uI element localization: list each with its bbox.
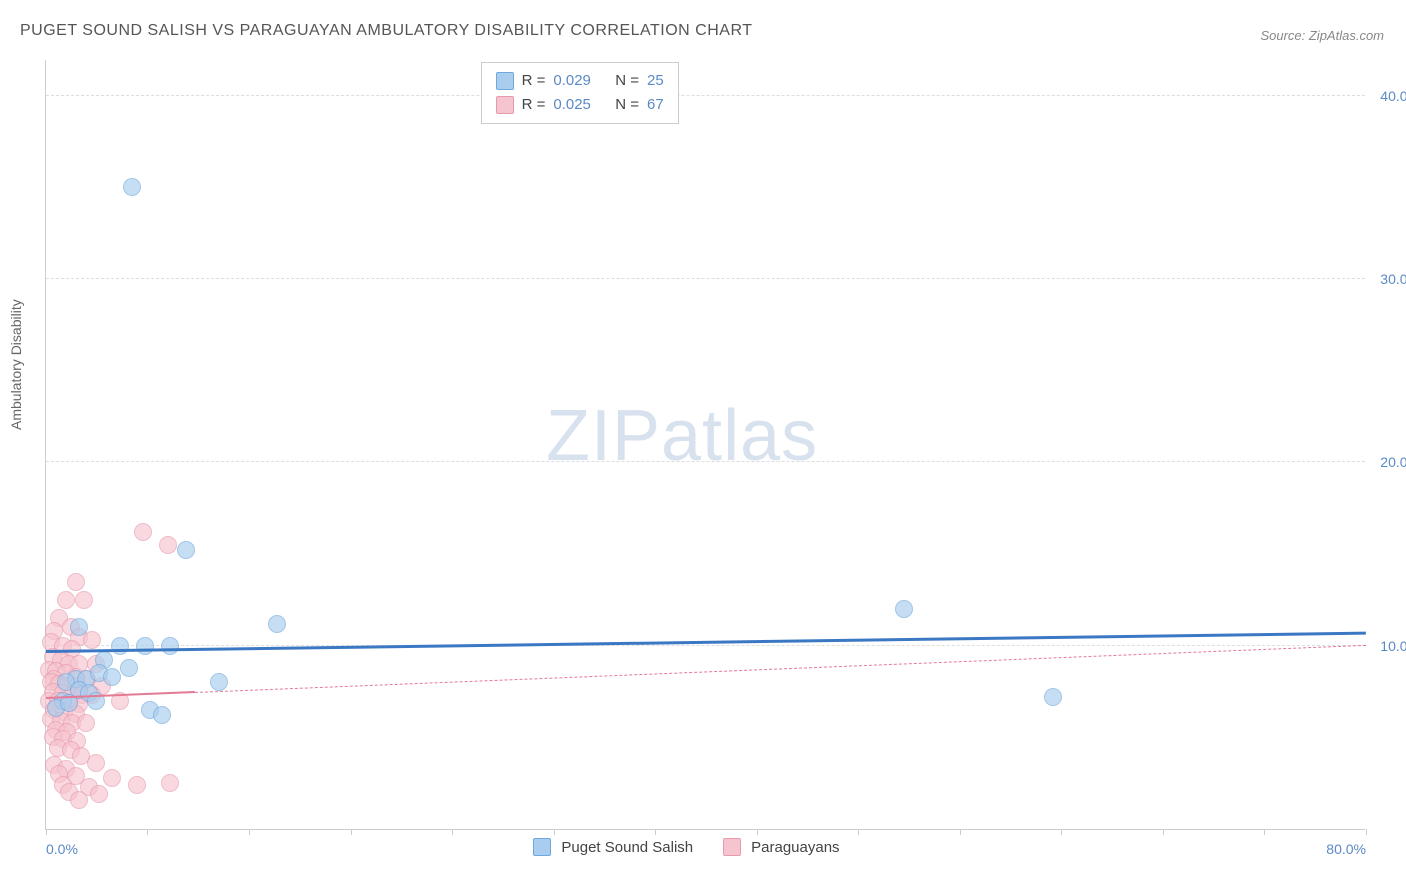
y-axis-label: Ambulatory Disability <box>8 299 24 430</box>
x-tick <box>1366 829 1367 835</box>
legend-swatch <box>533 838 551 856</box>
legend-r-label: R = <box>522 93 546 117</box>
y-tick-label: 30.0% <box>1370 271 1406 287</box>
source-label: Source: ZipAtlas.com <box>1260 28 1384 43</box>
gridline <box>46 461 1365 462</box>
data-point <box>153 706 171 724</box>
legend-label: Paraguayans <box>751 839 839 856</box>
correlation-legend: R = 0.029 N = 25 R = 0.025 N = 67 <box>481 62 679 124</box>
data-point <box>67 573 85 591</box>
data-point <box>75 591 93 609</box>
legend-n-label: N = <box>615 69 639 93</box>
gridline <box>46 95 1365 96</box>
legend-n-value: 25 <box>647 69 664 93</box>
data-point <box>70 791 88 809</box>
y-tick-label: 40.0% <box>1370 88 1406 104</box>
x-tick <box>147 829 148 835</box>
legend-n-label: N = <box>615 93 639 117</box>
watermark-light: atlas <box>661 396 818 476</box>
x-tick <box>1061 829 1062 835</box>
x-tick <box>858 829 859 835</box>
x-tick <box>351 829 352 835</box>
x-tick-label-max: 80.0% <box>1326 841 1366 857</box>
data-point <box>134 523 152 541</box>
x-tick <box>1264 829 1265 835</box>
legend-label: Puget Sound Salish <box>561 839 693 856</box>
data-point <box>161 637 179 655</box>
watermark: ZIPatlas <box>546 395 818 477</box>
chart-title: PUGET SOUND SALISH VS PARAGUAYAN AMBULAT… <box>20 22 752 40</box>
series-legend: Puget Sound Salish Paraguayans <box>533 838 859 856</box>
data-point <box>90 785 108 803</box>
data-point <box>77 714 95 732</box>
legend-swatch <box>723 838 741 856</box>
y-tick-label: 20.0% <box>1370 454 1406 470</box>
x-tick <box>960 829 961 835</box>
x-tick <box>46 829 47 835</box>
y-tick-label: 10.0% <box>1370 638 1406 654</box>
data-point <box>210 673 228 691</box>
data-point <box>123 178 141 196</box>
legend-swatch <box>496 96 514 114</box>
data-point <box>895 600 913 618</box>
x-tick <box>1163 829 1164 835</box>
data-point <box>103 769 121 787</box>
data-point <box>128 776 146 794</box>
legend-n-value: 67 <box>647 93 664 117</box>
data-point <box>268 615 286 633</box>
data-point <box>1044 688 1062 706</box>
data-point <box>159 536 177 554</box>
trend-line <box>46 632 1366 653</box>
x-tick <box>757 829 758 835</box>
data-point <box>83 631 101 649</box>
watermark-bold: ZIP <box>546 396 661 476</box>
data-point <box>57 591 75 609</box>
data-point <box>177 541 195 559</box>
x-tick <box>554 829 555 835</box>
gridline <box>46 278 1365 279</box>
x-tick-label-min: 0.0% <box>46 841 78 857</box>
data-point <box>120 659 138 677</box>
x-tick <box>452 829 453 835</box>
data-point <box>161 774 179 792</box>
trend-line <box>194 645 1366 693</box>
data-point <box>103 668 121 686</box>
legend-r-value: 0.029 <box>553 69 591 93</box>
scatter-plot: ZIPatlas 10.0%20.0%30.0%40.0%0.0%80.0% <box>45 60 1365 830</box>
gridline <box>46 645 1365 646</box>
x-tick <box>249 829 250 835</box>
legend-swatch <box>496 72 514 90</box>
x-tick <box>655 829 656 835</box>
data-point <box>136 637 154 655</box>
data-point <box>70 618 88 636</box>
legend-r-value: 0.025 <box>553 93 591 117</box>
legend-r-label: R = <box>522 69 546 93</box>
data-point <box>87 754 105 772</box>
